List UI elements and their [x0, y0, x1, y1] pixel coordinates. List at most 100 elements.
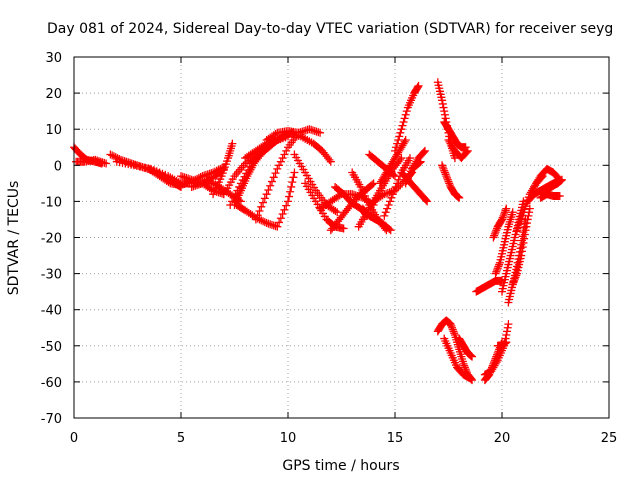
data-point: [423, 197, 432, 206]
data-point: [489, 359, 498, 368]
x-tick-label: 0: [70, 431, 78, 446]
data-point: [508, 208, 517, 217]
data-point: [446, 320, 455, 329]
data-point: [109, 152, 118, 161]
y-tick-label: -10: [41, 195, 62, 210]
data-point: [390, 186, 399, 195]
data-point: [517, 251, 526, 260]
data-point: [419, 148, 428, 157]
data-point: [439, 103, 448, 112]
data-point: [444, 177, 453, 186]
data-point: [262, 190, 271, 199]
data-point: [445, 179, 454, 188]
data-points: [70, 78, 566, 385]
data-point: [389, 170, 398, 179]
data-point: [401, 110, 410, 119]
data-point: [440, 110, 449, 119]
data-point: [388, 190, 397, 199]
data-point: [102, 159, 111, 168]
data-point: [494, 262, 503, 271]
data-point: [501, 206, 510, 215]
data-point: [108, 151, 117, 160]
data-point: [520, 230, 529, 239]
x-tick-label: 25: [601, 431, 618, 446]
data-point: [489, 233, 498, 242]
data-point: [401, 136, 410, 145]
series-arc-13: [251, 125, 325, 224]
series-arc-51: [540, 175, 566, 195]
data-point: [397, 125, 406, 134]
y-tick-label: -50: [41, 340, 62, 355]
series-arc-43: [491, 208, 517, 278]
data-point: [459, 359, 468, 368]
data-point: [491, 228, 500, 237]
data-point: [326, 157, 335, 166]
data-point: [557, 175, 566, 184]
x-tick-label: 20: [494, 431, 511, 446]
series-arc-25: [358, 204, 395, 235]
data-point: [512, 271, 521, 280]
data-point: [325, 155, 334, 164]
series-arc-37: [444, 136, 472, 163]
data-point: [510, 276, 519, 285]
data-point: [233, 186, 242, 195]
data-point: [398, 121, 407, 130]
y-tick-label: 10: [45, 123, 62, 138]
series-arc-44: [489, 204, 511, 242]
data-point: [438, 163, 447, 172]
series-arc-32: [408, 157, 425, 173]
data-point: [387, 193, 396, 202]
series-arc-40: [455, 334, 477, 361]
data-point: [493, 350, 502, 359]
data-point: [490, 356, 499, 365]
data-point: [490, 358, 499, 367]
data-point: [414, 81, 423, 90]
data-point: [251, 215, 260, 224]
y-axis-title: SDTVAR / TECUs: [6, 181, 22, 296]
data-point: [443, 173, 452, 182]
data-point: [413, 83, 422, 92]
data-point: [420, 146, 429, 155]
data-point: [226, 201, 235, 210]
y-tick-label: 20: [45, 87, 62, 102]
data-point: [455, 193, 464, 202]
data-point: [264, 185, 273, 194]
data-point: [280, 205, 289, 214]
data-point: [440, 168, 449, 177]
data-point: [498, 215, 506, 224]
series-arc-54: [493, 338, 511, 350]
data-point: [488, 361, 497, 370]
data-point: [498, 276, 506, 285]
data-point: [422, 196, 431, 205]
data-point: [394, 175, 403, 184]
data-point: [500, 210, 509, 219]
y-tick-label: -60: [41, 376, 62, 391]
series-arc-2: [72, 155, 111, 168]
x-tick-label: 15: [387, 431, 404, 446]
data-point: [443, 175, 452, 184]
data-point: [500, 208, 509, 217]
data-point: [282, 201, 291, 210]
data-point: [385, 225, 394, 234]
data-point: [271, 130, 280, 139]
data-point: [111, 153, 120, 162]
data-point: [509, 278, 518, 287]
chart-title: Day 081 of 2024, Sidereal Day-to-day VTE…: [47, 21, 613, 37]
data-point: [393, 179, 402, 188]
data-point: [257, 202, 266, 211]
data-point: [465, 374, 474, 383]
data-point: [391, 172, 399, 181]
data-point: [255, 207, 264, 216]
data-point: [399, 117, 408, 126]
data-point: [393, 139, 402, 148]
data-point: [463, 146, 472, 155]
x-axis-title: GPS time / hours: [282, 458, 399, 474]
data-point: [491, 269, 500, 278]
data-point: [450, 329, 459, 338]
data-point: [394, 136, 403, 145]
data-point: [235, 182, 244, 191]
data-point: [491, 354, 500, 363]
data-point: [487, 365, 496, 374]
data-point: [275, 161, 284, 170]
